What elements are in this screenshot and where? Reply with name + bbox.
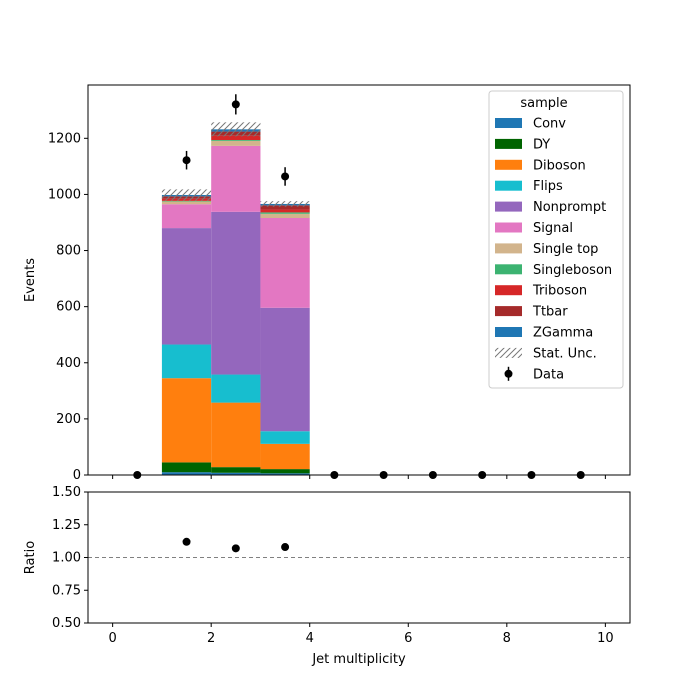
ratio-y-axis-label: Ratio xyxy=(23,541,38,574)
bar-segment xyxy=(260,213,310,218)
x-tick-label: 0 xyxy=(108,631,116,646)
legend-label: Diboson xyxy=(533,158,586,173)
legend-label: Triboson xyxy=(532,284,587,299)
main-panel: 0 200 400 600 800 1000 1200 Events xyxy=(23,84,631,483)
x-tick-label: 6 xyxy=(404,631,412,646)
bar-segment xyxy=(260,217,310,308)
ratio-y-tick-label: 0.50 xyxy=(52,616,81,631)
bar-segment xyxy=(260,205,310,210)
ratio-point xyxy=(182,537,191,546)
bar-segment xyxy=(211,139,261,141)
y-tick-label: 1000 xyxy=(48,187,81,202)
legend-label: Conv xyxy=(533,117,566,132)
legend-swatch xyxy=(495,327,522,337)
bar-segment xyxy=(260,443,310,470)
y-tick-label: 800 xyxy=(56,244,81,259)
legend-swatch xyxy=(495,138,522,149)
bar-segment xyxy=(260,469,310,474)
ratio-y-tick-label: 1.00 xyxy=(52,551,81,566)
legend-label: Singleboson xyxy=(533,263,612,278)
ratio-y-tick-label: 1.25 xyxy=(52,518,81,533)
ratio-axes-frame xyxy=(87,491,631,624)
legend-label: Data xyxy=(533,367,564,382)
bar-segment xyxy=(161,201,212,205)
x-tick-label: 2 xyxy=(207,631,215,646)
legend-label: DY xyxy=(533,137,550,152)
legend-swatch xyxy=(495,243,522,254)
data-point xyxy=(281,172,290,181)
legend-swatch xyxy=(495,285,522,296)
legend-data-marker xyxy=(504,369,513,378)
bar-segment xyxy=(211,402,261,468)
legend-label: Stat. Unc. xyxy=(533,346,597,361)
bar-segment xyxy=(211,145,261,212)
bar-segment xyxy=(260,212,310,214)
bar-segment xyxy=(161,204,212,229)
y-tick-label: 400 xyxy=(56,356,81,371)
bar-segment xyxy=(260,431,310,444)
bar-segment xyxy=(161,472,212,475)
ratio-y-tick-label: 1.50 xyxy=(52,485,81,500)
legend: sample Conv DY Diboson Flips Nonprompt Signal S… xyxy=(488,90,624,389)
legend-swatch xyxy=(495,222,522,233)
legend-box xyxy=(488,90,624,389)
ratio-point xyxy=(281,543,290,552)
x-tick-label: 8 xyxy=(503,631,511,646)
legend-label: Signal xyxy=(533,221,573,236)
bar-segment xyxy=(161,462,212,473)
legend-label: ZGamma xyxy=(533,326,593,341)
stat-unc-band xyxy=(260,201,310,207)
ratio-panel: 0.50 0.75 1.00 1.25 1.50 0 2 4 6 8 10 Ratio Jet mult… xyxy=(23,485,631,667)
bar-segment xyxy=(161,378,212,463)
y-axis-label: Events xyxy=(23,258,38,302)
legend-swatch xyxy=(495,264,522,275)
bar-segment xyxy=(161,344,212,379)
y-tick-label: 1200 xyxy=(48,131,81,146)
legend-swatch xyxy=(495,118,522,128)
bar-segment xyxy=(211,374,261,403)
y-tick-label: 0 xyxy=(73,468,81,483)
bar-segment xyxy=(260,209,310,213)
y-tick-label: 600 xyxy=(56,300,81,315)
ratio-point xyxy=(231,544,240,553)
legend-label: Single top xyxy=(533,242,598,257)
bar-segment xyxy=(161,200,212,202)
data-point xyxy=(231,100,240,109)
bar-segment xyxy=(260,307,310,432)
bar-segment xyxy=(211,211,261,375)
bar-segment xyxy=(260,473,310,475)
legend-swatch xyxy=(495,159,522,170)
legend-swatch xyxy=(495,201,522,212)
legend-label: Nonprompt xyxy=(533,200,606,215)
legend-swatch xyxy=(495,306,522,317)
x-tick-label: 4 xyxy=(306,631,314,646)
x-tick-label: 10 xyxy=(597,631,614,646)
ratio-y-tick-label: 0.75 xyxy=(52,583,81,598)
data-point xyxy=(182,156,191,165)
stat-unc-band xyxy=(161,189,212,201)
legend-label: Flips xyxy=(533,179,563,194)
legend-swatch xyxy=(495,180,522,191)
bar-segment xyxy=(211,472,261,475)
y-tick-label: 200 xyxy=(56,412,81,427)
bar-segment xyxy=(211,135,261,140)
bar-segment xyxy=(211,140,261,146)
bar-segment xyxy=(211,467,261,473)
stat-unc-band xyxy=(211,122,261,137)
bar-segment xyxy=(161,228,212,345)
x-axis-label: Jet multiplicity xyxy=(311,652,406,667)
legend-swatch-hatch xyxy=(495,347,522,358)
legend-title: sample xyxy=(520,96,567,111)
main-axes-frame xyxy=(87,84,631,476)
legend-label: Ttbar xyxy=(532,305,568,320)
